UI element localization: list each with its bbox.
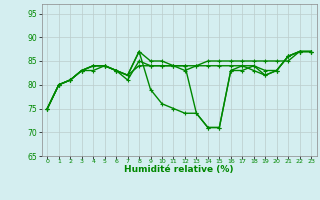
X-axis label: Humidité relative (%): Humidité relative (%)	[124, 165, 234, 174]
